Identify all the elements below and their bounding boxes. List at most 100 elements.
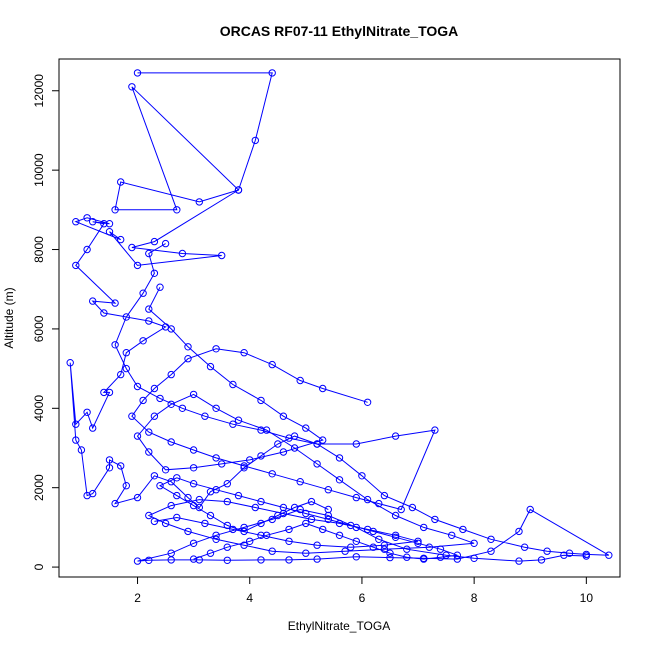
data-point — [335, 454, 344, 462]
data-point — [605, 551, 613, 559]
data-point — [145, 317, 153, 325]
data-point — [223, 521, 232, 530]
data-point — [223, 556, 232, 564]
data-point — [100, 220, 108, 228]
chart-title: ORCAS RF07-11 EthylNitrate_TOGA — [220, 23, 459, 39]
data-point — [391, 432, 400, 440]
data-point — [543, 547, 551, 555]
data-point — [201, 519, 209, 528]
data-point — [167, 501, 175, 510]
data-point — [206, 362, 215, 371]
data-point — [145, 249, 153, 258]
data-point — [582, 552, 590, 560]
data-point — [156, 394, 164, 403]
series-line — [158, 477, 458, 560]
data-point — [391, 511, 400, 520]
data-point — [167, 370, 175, 379]
data-point — [218, 460, 226, 468]
data-point — [178, 404, 187, 412]
data-point — [122, 349, 131, 357]
data-point — [195, 495, 204, 504]
data-point — [161, 519, 170, 528]
x-tick-label: 6 — [359, 591, 366, 605]
data-point — [262, 531, 271, 539]
data-point — [268, 360, 276, 369]
data-point — [133, 432, 142, 440]
data-point — [122, 364, 131, 373]
data-point — [352, 553, 360, 561]
data-point — [487, 535, 495, 543]
data-point — [240, 462, 248, 470]
data-point — [234, 186, 243, 194]
data-point — [117, 235, 125, 244]
data-point — [184, 493, 192, 502]
data-point — [133, 261, 142, 270]
data-point — [380, 545, 389, 553]
data-point — [459, 525, 467, 534]
x-tick-label: 4 — [246, 591, 253, 605]
data-point — [414, 539, 422, 547]
data-point — [257, 426, 265, 434]
data-point — [111, 499, 119, 508]
data-point — [347, 521, 355, 530]
data-point — [537, 556, 546, 564]
data-point — [77, 446, 86, 454]
data-point — [520, 543, 529, 551]
data-point — [139, 337, 147, 345]
data-point — [257, 531, 265, 539]
data-point — [431, 426, 439, 434]
series-3 — [111, 239, 439, 514]
data-point — [375, 535, 383, 543]
series-layer — [66, 69, 613, 565]
data-point — [218, 251, 226, 260]
data-point — [408, 503, 417, 512]
data-point — [279, 503, 288, 512]
data-point — [145, 556, 153, 564]
data-point — [128, 412, 136, 420]
data-point — [100, 309, 108, 317]
data-point — [156, 283, 164, 291]
data-point — [279, 412, 288, 420]
data-point — [515, 527, 523, 536]
data-point — [268, 547, 276, 555]
data-point — [189, 390, 198, 399]
data-point — [403, 545, 411, 553]
data-point — [319, 525, 327, 534]
data-point — [420, 523, 428, 532]
data-point — [229, 420, 237, 428]
data-point — [206, 549, 215, 557]
data-point — [206, 511, 215, 520]
series-line — [69, 72, 610, 562]
data-point — [246, 456, 254, 464]
data-point — [145, 511, 153, 520]
data-point — [105, 228, 114, 236]
data-point — [307, 515, 316, 524]
data-point — [184, 527, 192, 536]
data-point — [128, 243, 136, 252]
data-point — [212, 454, 220, 462]
data-point — [352, 537, 360, 545]
data-point — [105, 220, 114, 228]
data-point — [223, 497, 232, 506]
data-point — [274, 440, 282, 448]
data-point — [313, 555, 321, 563]
data-point — [161, 239, 170, 248]
data-point — [302, 509, 310, 518]
y-tick-label: 12000 — [32, 74, 46, 108]
data-point — [105, 464, 114, 472]
data-point — [386, 553, 394, 562]
data-point — [150, 517, 159, 526]
x-tick-label: 10 — [580, 591, 594, 605]
y-tick-label: 8000 — [32, 236, 46, 263]
data-point — [268, 69, 276, 77]
data-point — [133, 557, 142, 565]
y-tick-label: 2000 — [32, 474, 46, 501]
data-point — [234, 491, 243, 500]
data-point — [285, 434, 293, 442]
data-point — [274, 511, 282, 520]
data-point — [189, 464, 198, 472]
series-4 — [156, 474, 461, 563]
data-point — [150, 237, 159, 246]
data-point — [296, 478, 304, 486]
data-point — [285, 525, 293, 534]
